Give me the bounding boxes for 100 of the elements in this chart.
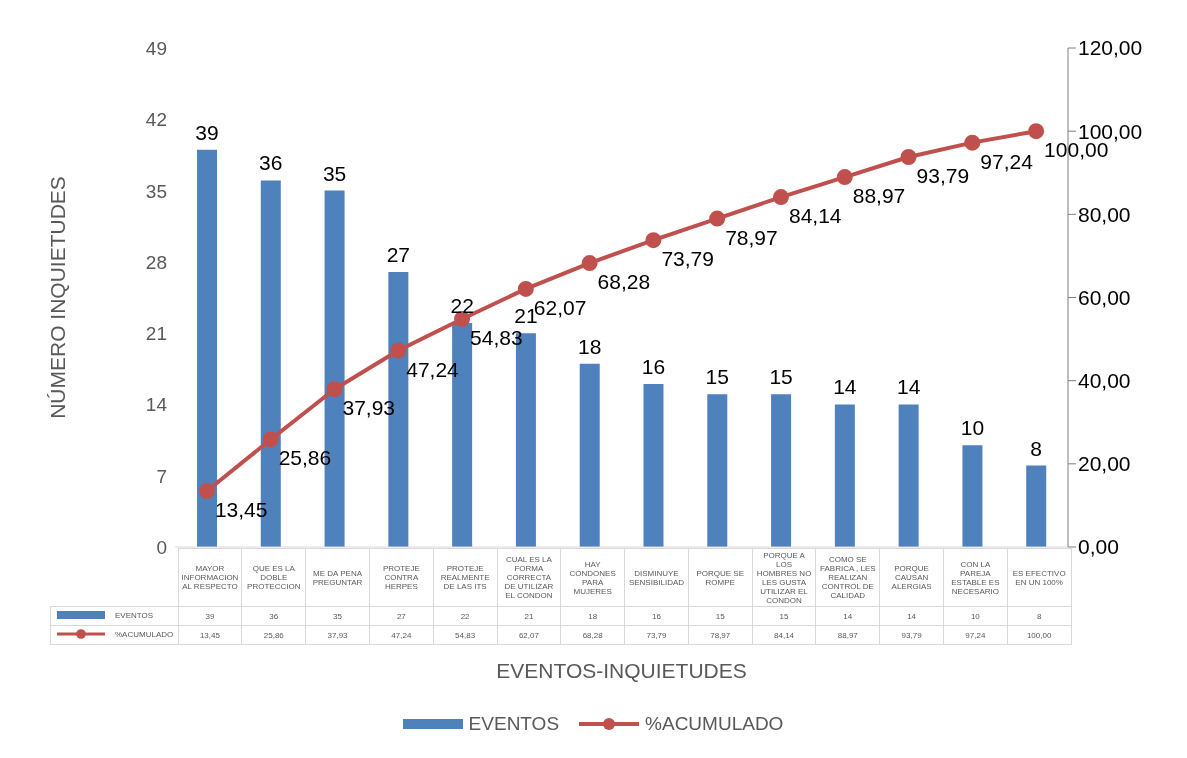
data-label: 22: [433, 606, 498, 626]
y-tick-label: 21: [145, 323, 167, 345]
data-label: 84,14: [752, 625, 816, 645]
x-tick-label: DISMINUYE SENSIBILIDAD: [624, 548, 689, 607]
x-tick-label: PROTEJE REALMENTE DE LAS ITS: [433, 548, 498, 607]
data-label: 39: [178, 606, 242, 626]
point: [198, 483, 215, 500]
text: EVENTOS: [115, 610, 154, 620]
text: 68,28: [597, 270, 651, 294]
bar: [834, 404, 855, 547]
text: 88,97: [852, 184, 906, 208]
x-axis-title: EVENTOS-INQUIETUDES: [495, 659, 748, 683]
bar: [643, 384, 664, 547]
data-label: 35: [305, 606, 370, 626]
x-tick-label: CON LA PAREJA ESTABLE ES NECESARIO: [943, 548, 1008, 607]
text: 97,24: [980, 149, 1033, 173]
text: 18: [578, 334, 602, 358]
y-tick-label: 14: [145, 394, 168, 416]
text: 14: [833, 375, 857, 399]
bar: [1026, 465, 1047, 547]
x-tick-label: ES EFECTIVO EN UN 100%: [1007, 548, 1072, 607]
text: 84,14: [788, 204, 842, 228]
x-tick-label: ME DA PENA PREGUNTAR: [305, 548, 370, 607]
x-tick-label: QUE ES LA DOBLE PROTECCION: [241, 548, 306, 607]
text: 10: [960, 416, 985, 440]
y-tick-label: 49: [145, 38, 167, 59]
data-label: 68,28: [560, 625, 625, 645]
data-label: 97,24: [943, 625, 1008, 645]
x-tick-label: PORQUE SE ROMPE: [688, 548, 753, 607]
bar: [579, 363, 600, 547]
y-tick-label: 42: [145, 109, 167, 131]
data-label: 13,45: [178, 625, 242, 645]
data-label: 10: [943, 606, 1008, 626]
data-label: 36: [241, 606, 306, 626]
y-tick-label: 7: [156, 465, 167, 487]
legend-label: EVENTOS: [468, 713, 560, 735]
data-label: 73,79: [624, 625, 689, 645]
data-label: 14: [879, 606, 944, 626]
text: 73,79: [661, 247, 714, 271]
text: 22: [450, 293, 474, 317]
y-tick-label: 28: [145, 251, 167, 273]
x-tick-label: PORQUE A LOS HOMBRES NO LES GUSTA UTILIZAR EL CONDON: [752, 548, 816, 607]
data-label: 78,97: [688, 625, 753, 645]
data-label: 100,00: [1007, 625, 1072, 645]
point: [964, 134, 981, 151]
data-label: 21: [497, 606, 561, 626]
y2-tick-label: 40,00: [1078, 369, 1131, 393]
point: [262, 431, 279, 448]
data-label: 8: [1007, 606, 1072, 626]
text: 36: [259, 151, 283, 175]
text: 15: [705, 365, 729, 389]
x-tick-label: PORQUE CAUSAN ALERGIAS: [879, 548, 944, 607]
x-tick-label: CUAL ES LA FORMA CORRECTA DE UTILIZAR EL CONDON: [497, 548, 561, 607]
point: [645, 232, 662, 249]
point: [517, 280, 534, 297]
point: [772, 189, 789, 206]
bar: [197, 149, 217, 547]
y-tick-label: 35: [145, 180, 167, 202]
text: %ACUMULADO: [115, 629, 174, 639]
text: 93,79: [916, 163, 970, 187]
y-axis-title: NÚMERO INQUIETUDES: [46, 176, 70, 419]
y2-tick-label: 60,00: [1078, 285, 1131, 309]
x-tick-label: MAYOR INFORMACION AL RESPECTO: [178, 548, 242, 607]
point: [390, 342, 407, 359]
data-label: 27: [369, 606, 434, 626]
data-label: 16: [624, 606, 689, 626]
y2-tick-label: 0,00: [1078, 535, 1119, 559]
text: 14: [896, 375, 921, 399]
data-label: 18: [560, 606, 625, 626]
bar: [898, 404, 919, 547]
y2-tick-label: 80,00: [1078, 202, 1131, 226]
data-label: 47,24: [369, 625, 434, 645]
legend-label: %ACUMULADO: [645, 713, 784, 735]
data-label: 88,97: [815, 625, 880, 645]
point: [326, 381, 343, 398]
x-tick-label: HAY CONDONES PARA MUJERES: [560, 548, 625, 607]
y2-tick-label: 20,00: [1078, 452, 1131, 476]
text: 39: [195, 120, 219, 144]
text: 78,97: [725, 225, 778, 249]
point: [581, 255, 598, 272]
point: [900, 148, 917, 165]
data-label: 14: [815, 606, 880, 626]
data-label: 54,83: [433, 625, 498, 645]
bar: [962, 445, 983, 547]
data-label: 37,93: [305, 625, 370, 645]
point: [1028, 123, 1045, 140]
y-tick-label: 0: [156, 537, 167, 558]
y2-tick-label: 120,00: [1078, 36, 1143, 60]
bar: [707, 394, 728, 547]
data-label: 25,86: [241, 625, 306, 645]
point: [709, 210, 726, 227]
data-label: 62,07: [497, 625, 561, 645]
text: 16: [641, 355, 666, 379]
data-label: 15: [752, 606, 816, 626]
text: 35: [322, 161, 347, 185]
data-label: 15: [688, 606, 753, 626]
text: 15: [769, 365, 793, 389]
x-tick-label: COMO SE FABRICA , LES REALIZAN CONTROL DE CALIDAD: [815, 548, 880, 607]
bar: [771, 394, 792, 547]
point: [836, 169, 853, 186]
